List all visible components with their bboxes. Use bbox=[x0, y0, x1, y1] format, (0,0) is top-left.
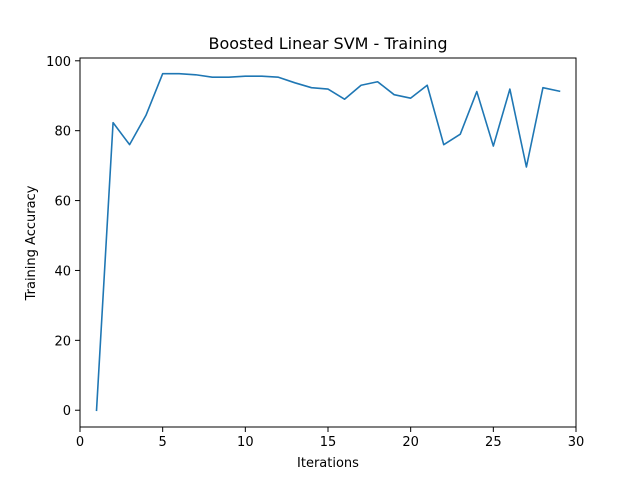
x-tick-label: 0 bbox=[76, 435, 84, 450]
x-tick-label: 20 bbox=[402, 435, 419, 450]
y-tick-label: 0 bbox=[63, 404, 71, 419]
y-tick-label: 60 bbox=[54, 195, 71, 210]
x-axis-title: Iterations bbox=[297, 456, 359, 471]
x-tick-label: 10 bbox=[237, 435, 254, 450]
series-line-0 bbox=[95, 72, 561, 412]
x-tick-label: 30 bbox=[568, 435, 585, 450]
x-tick-label: 15 bbox=[320, 435, 337, 450]
y-tick-label: 20 bbox=[54, 334, 71, 349]
x-tick-label: 25 bbox=[485, 435, 502, 450]
y-tick-label: 80 bbox=[54, 125, 71, 140]
chart-title: Boosted Linear SVM - Training bbox=[208, 34, 447, 53]
x-tick-label: 5 bbox=[159, 435, 167, 450]
y-axis-title: Training Accuracy bbox=[24, 185, 39, 301]
y-tick-label: 100 bbox=[46, 55, 71, 70]
axes-group: 0 5 10 15 20 25 30 0 20 40 60 80 100 bbox=[46, 55, 584, 450]
plot-marks bbox=[95, 72, 561, 412]
y-tick-label: 40 bbox=[54, 264, 71, 279]
